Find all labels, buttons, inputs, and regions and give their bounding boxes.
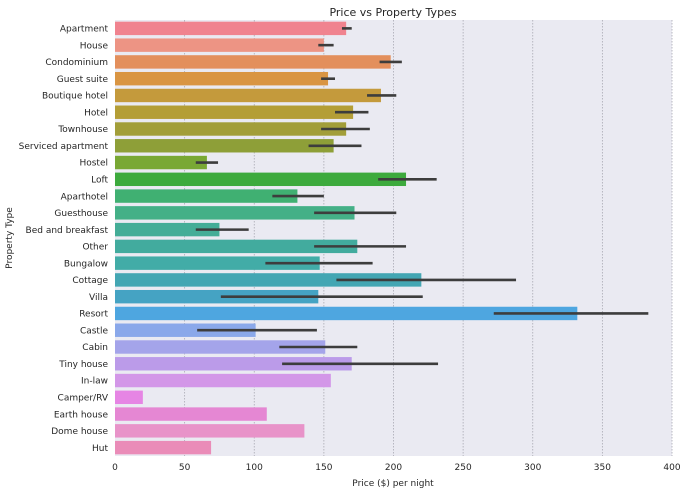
y-tick-label: Dome house	[51, 427, 108, 437]
y-tick-label: Hut	[92, 444, 108, 454]
bar	[115, 323, 256, 337]
bar	[115, 122, 347, 136]
y-tick-label: Condominium	[45, 58, 108, 68]
plot-background	[115, 20, 672, 456]
x-tick-label: 400	[663, 463, 680, 473]
y-tick-label: House	[80, 41, 109, 51]
y-tick-label: Boutique hotel	[42, 92, 108, 102]
y-tick-label: Villa	[89, 293, 108, 303]
bar	[115, 21, 347, 36]
x-tick-labels: 0 50 100 150 200 250 300 350 400	[112, 463, 681, 473]
x-tick-label: 0	[112, 463, 118, 473]
y-tick-label: Hotel	[84, 108, 108, 118]
y-tick-label: Cottage	[72, 276, 108, 286]
bar	[115, 105, 354, 119]
bar	[115, 289, 319, 304]
bar	[115, 390, 143, 405]
bar	[115, 424, 305, 438]
bar	[115, 206, 355, 220]
y-tick-label: Guesthouse	[54, 209, 108, 219]
y-tick-label: Townhouse	[57, 125, 108, 135]
bar	[115, 373, 331, 388]
bar	[115, 38, 324, 52]
bar	[115, 155, 207, 170]
y-tick-label: Tiny house	[58, 360, 108, 370]
x-tick-label: 50	[179, 463, 191, 473]
y-tick-label: Hostel	[79, 159, 108, 169]
bar	[115, 88, 381, 103]
x-axis-label: Price ($) per night	[352, 479, 434, 489]
bar	[115, 139, 334, 153]
y-tick-label: Aparthotel	[61, 192, 108, 202]
y-tick-labels: Apartment House Condominium Guest suite Bout…	[19, 25, 109, 454]
y-tick-label: Bed and breakfast	[26, 226, 109, 236]
y-tick-label: Loft	[91, 176, 108, 186]
x-tick-label: 350	[594, 463, 611, 473]
bar	[115, 306, 578, 321]
chart-title: Price vs Property Types	[329, 6, 456, 19]
y-tick-label: Resort	[79, 310, 108, 320]
y-tick-label: Cabin	[82, 343, 108, 353]
bar	[115, 172, 407, 187]
bar	[115, 71, 329, 86]
y-tick-label: Serviced apartment	[19, 142, 109, 152]
x-tick-label: 300	[524, 463, 541, 473]
x-tick-label: 200	[385, 463, 402, 473]
bar	[115, 357, 352, 371]
x-tick-label: 150	[315, 463, 332, 473]
bar	[115, 340, 326, 354]
error-bars	[195, 27, 649, 366]
y-tick-label: Bungalow	[64, 259, 108, 269]
bar	[115, 55, 391, 69]
y-tick-label: Earth house	[54, 410, 109, 420]
bar	[115, 440, 212, 455]
y-tick-label: Castle	[80, 326, 109, 336]
y-tick-label: Other	[82, 243, 108, 253]
y-axis-label: Property Type	[5, 207, 15, 269]
bar	[115, 273, 422, 287]
x-tick-label: 250	[455, 463, 472, 473]
bars	[115, 21, 578, 455]
bar	[115, 239, 358, 254]
bar	[115, 256, 320, 270]
y-tick-label: Guest suite	[57, 75, 109, 85]
bar	[115, 222, 220, 237]
bar	[115, 407, 267, 421]
x-tick-label: 100	[246, 463, 263, 473]
bar	[115, 189, 298, 203]
y-tick-label: In-law	[81, 377, 108, 387]
y-tick-label: Camper/RV	[58, 394, 109, 404]
y-tick-label: Apartment	[60, 25, 109, 35]
